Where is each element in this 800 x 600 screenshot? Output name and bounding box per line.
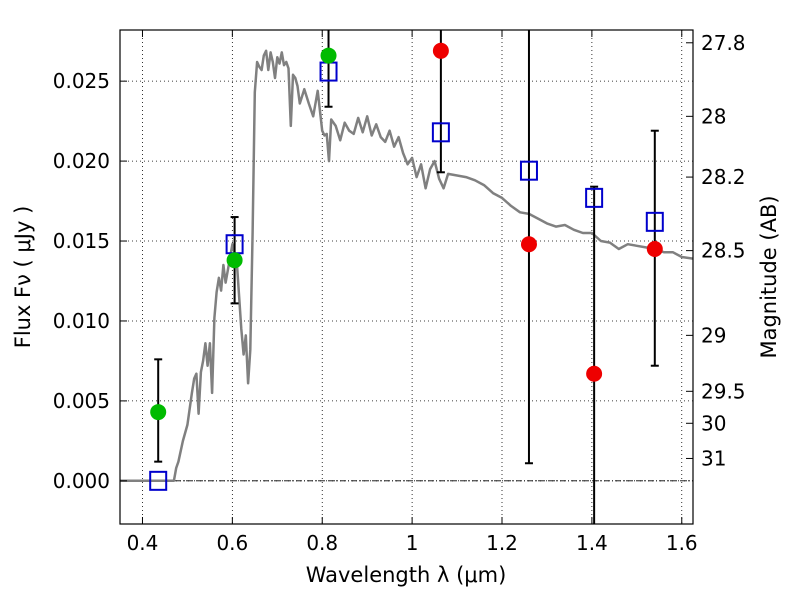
right-tick-label: 29.5 <box>701 379 746 403</box>
grid <box>120 30 693 524</box>
y-tick-label: 0.005 <box>53 389 110 413</box>
model-photometry-square <box>645 211 664 232</box>
right-tick-label: 29 <box>701 323 726 347</box>
red-measurement-point <box>432 42 449 59</box>
model-photometry-square <box>519 160 538 181</box>
x-tick-label: 1.2 <box>486 531 518 555</box>
y-tick-label: 0.010 <box>53 309 110 333</box>
right-tick-label: 28.2 <box>701 165 746 189</box>
model-photometry-square <box>149 470 168 491</box>
green-detection-point <box>150 404 167 421</box>
x-tick-label: 0.4 <box>127 531 159 555</box>
green-detection-point <box>320 47 337 64</box>
x-axis-label: Wavelength λ (μm) <box>306 563 507 587</box>
x-tick-label: 0.6 <box>216 531 248 555</box>
model-photometry-square <box>585 187 604 208</box>
right-tick-label: 30 <box>701 411 726 435</box>
x-tick-label: 1 <box>406 531 419 555</box>
right-tick-label: 27.8 <box>701 31 746 55</box>
y-tick-label: 0.025 <box>53 69 110 93</box>
red-measurement-point <box>520 236 537 253</box>
axis-ticks: 0.4 0.6 0.8 1 1.2 1.4 1.6 0.000 0.005 0.010 0.015 0… <box>53 30 746 555</box>
y-tick-label: 0.020 <box>53 149 110 173</box>
y-tick-label: 0.015 <box>53 229 110 253</box>
x-tick-label: 1.4 <box>576 531 608 555</box>
x-tick-label: 1.6 <box>666 531 698 555</box>
right-tick-label: 28.5 <box>701 239 746 263</box>
x-tick-label: 0.8 <box>306 531 338 555</box>
y-tick-label: 0.000 <box>53 469 110 493</box>
red-measurement-point <box>586 365 603 382</box>
green-detection-point <box>226 252 243 269</box>
right-tick-label: 28 <box>701 104 726 128</box>
model-spectrum-line <box>120 49 693 483</box>
plot-frame <box>119 29 694 525</box>
plot-area <box>120 30 693 524</box>
model-photometry-square <box>431 122 450 143</box>
y-axis-label: Flux Fν ( μJy ) <box>11 206 35 349</box>
red-measurement-point <box>646 241 663 258</box>
right-tick-label: 31 <box>701 446 726 470</box>
right-axis-label: Magnitude (AB) <box>757 195 781 358</box>
